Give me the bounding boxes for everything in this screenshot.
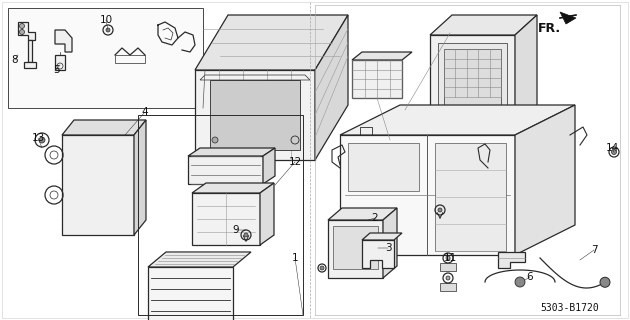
Circle shape xyxy=(515,277,525,287)
Circle shape xyxy=(20,29,25,35)
Polygon shape xyxy=(192,183,274,193)
Polygon shape xyxy=(148,267,233,320)
Polygon shape xyxy=(498,252,525,268)
Polygon shape xyxy=(28,40,32,62)
Polygon shape xyxy=(134,120,146,235)
Polygon shape xyxy=(515,15,537,125)
Polygon shape xyxy=(383,208,397,278)
Polygon shape xyxy=(195,70,315,160)
Text: 5303-B1720: 5303-B1720 xyxy=(541,303,599,313)
Polygon shape xyxy=(352,60,402,98)
Circle shape xyxy=(320,266,324,270)
Text: 13: 13 xyxy=(32,133,45,143)
Polygon shape xyxy=(192,193,260,245)
Polygon shape xyxy=(352,52,412,60)
Bar xyxy=(210,80,300,150)
Polygon shape xyxy=(515,105,575,255)
Bar xyxy=(435,143,506,251)
Text: 6: 6 xyxy=(527,272,534,282)
Circle shape xyxy=(212,137,218,143)
Text: 5: 5 xyxy=(53,65,59,75)
Text: 1: 1 xyxy=(292,253,299,263)
Polygon shape xyxy=(18,22,35,40)
Circle shape xyxy=(438,208,442,212)
Polygon shape xyxy=(188,156,263,184)
Circle shape xyxy=(446,276,450,280)
Text: 3: 3 xyxy=(385,243,391,253)
Text: 7: 7 xyxy=(591,245,597,255)
Polygon shape xyxy=(315,15,348,160)
Circle shape xyxy=(446,256,450,260)
Polygon shape xyxy=(55,55,65,70)
Circle shape xyxy=(20,23,25,28)
Polygon shape xyxy=(148,252,251,267)
Polygon shape xyxy=(62,135,134,235)
Bar xyxy=(438,43,507,117)
Polygon shape xyxy=(195,15,348,70)
Bar xyxy=(348,143,419,191)
Polygon shape xyxy=(340,135,515,255)
Polygon shape xyxy=(430,15,537,35)
Text: 14: 14 xyxy=(605,143,619,153)
Polygon shape xyxy=(24,62,36,68)
Polygon shape xyxy=(328,220,383,278)
Text: 11: 11 xyxy=(444,253,457,263)
Text: 4: 4 xyxy=(142,107,148,117)
Text: 8: 8 xyxy=(12,55,18,65)
Circle shape xyxy=(600,277,610,287)
Text: 10: 10 xyxy=(100,15,113,25)
Bar xyxy=(333,226,378,269)
Circle shape xyxy=(106,28,110,32)
Polygon shape xyxy=(328,208,397,220)
Polygon shape xyxy=(340,105,575,135)
Bar xyxy=(115,55,145,63)
Polygon shape xyxy=(188,148,275,156)
Polygon shape xyxy=(430,35,515,125)
Circle shape xyxy=(244,233,248,237)
Bar xyxy=(440,263,456,271)
Text: 12: 12 xyxy=(289,157,302,167)
Polygon shape xyxy=(362,240,394,268)
Bar xyxy=(440,283,456,291)
Polygon shape xyxy=(260,183,274,245)
Bar xyxy=(8,8,203,108)
Bar xyxy=(444,49,501,111)
Bar xyxy=(138,115,303,315)
Polygon shape xyxy=(362,233,402,240)
Text: 2: 2 xyxy=(372,213,378,223)
Circle shape xyxy=(39,137,45,143)
Text: FR.: FR. xyxy=(538,21,561,35)
Polygon shape xyxy=(560,12,576,24)
Text: 9: 9 xyxy=(232,225,239,235)
Polygon shape xyxy=(62,120,146,135)
Polygon shape xyxy=(263,148,275,184)
Circle shape xyxy=(612,149,617,155)
Polygon shape xyxy=(55,30,72,52)
